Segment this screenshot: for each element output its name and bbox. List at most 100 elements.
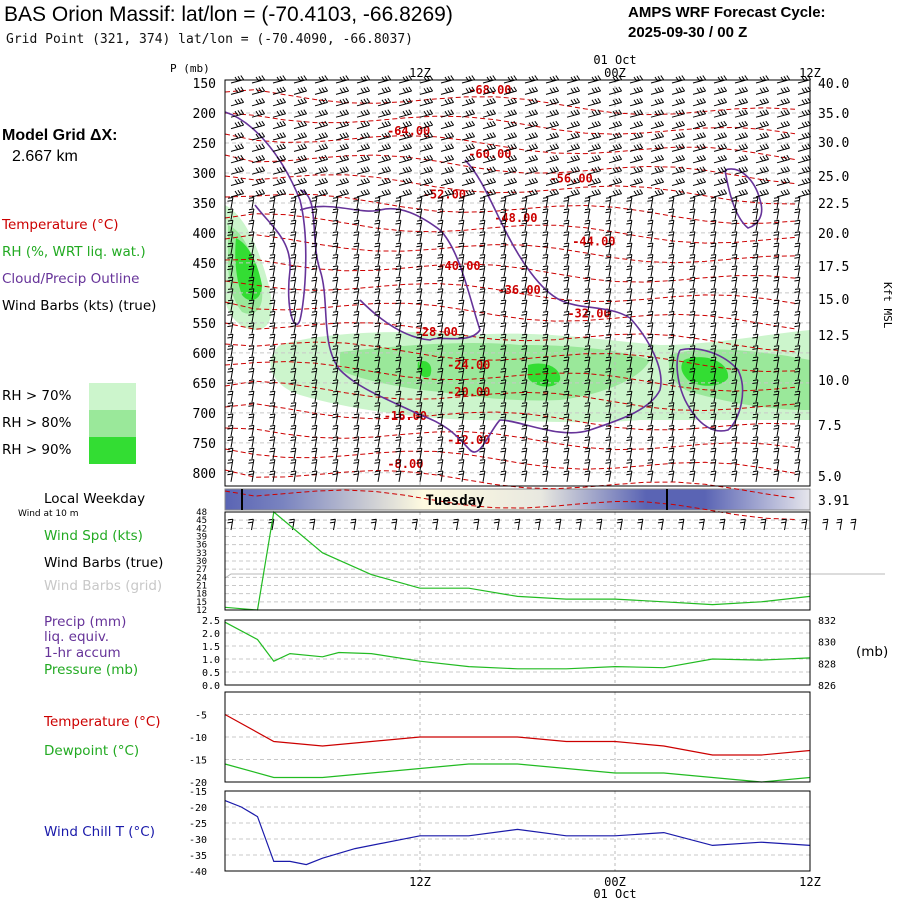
- wind-barb: [416, 402, 423, 414]
- wind-barb: [503, 132, 518, 141]
- wind-barb: [458, 265, 465, 277]
- wind-barb: [605, 447, 612, 460]
- wind-barb: [521, 356, 528, 368]
- wind-barb: [269, 265, 276, 277]
- wind-barb: [332, 470, 339, 482]
- wind-barb: [293, 86, 308, 95]
- wind-barb: [500, 390, 507, 403]
- kft-tick-label: 20.0: [818, 227, 849, 242]
- precip-tick: 1.0: [202, 655, 220, 666]
- wind-barb: [458, 345, 465, 357]
- label-wind-chill: Wind Chill T (°C): [44, 824, 155, 840]
- wind-barb: [353, 254, 360, 266]
- wind-barb: [377, 98, 392, 107]
- wind-barb: [290, 436, 297, 448]
- wind-barb: [563, 288, 570, 300]
- wind-barb: [773, 379, 780, 391]
- wind-barb: [692, 143, 707, 152]
- wind-barb: [710, 254, 717, 266]
- wind-barb: [332, 254, 339, 266]
- wind-barb: [500, 310, 507, 323]
- wind-barb: [353, 424, 360, 437]
- wind-barb: [293, 75, 308, 84]
- wind-barb: [710, 459, 717, 471]
- wind-barb: [710, 242, 717, 254]
- isotherm-label: -40.00: [437, 259, 480, 273]
- bottom-time-label: 12Z: [409, 875, 431, 889]
- wind-barb: [584, 413, 591, 425]
- wind-barb: [794, 333, 801, 346]
- wind-barb: [605, 345, 612, 357]
- wind-barb: [668, 379, 675, 391]
- wind-barb: [692, 189, 707, 198]
- wind-barb: [563, 345, 570, 357]
- wind-barb: [521, 413, 528, 425]
- wind-barb: [521, 288, 528, 300]
- pressure-tick-label: 250: [193, 137, 216, 152]
- wind-barb: [335, 120, 350, 130]
- surface-wind-barb: [719, 518, 726, 531]
- wind-barb: [395, 333, 402, 346]
- wind-barb: [248, 447, 255, 460]
- wind-barb: [500, 356, 507, 368]
- wind-barb: [479, 459, 486, 471]
- wind-barb: [689, 322, 696, 334]
- wind-barb: [419, 189, 434, 198]
- wind-barb: [521, 299, 528, 311]
- wind-barb: [230, 177, 245, 186]
- wind-barb: [773, 254, 780, 266]
- wind-barb: [395, 197, 402, 209]
- wind-barb: [731, 288, 738, 300]
- wind-barb: [311, 390, 318, 403]
- wind-barb: [797, 109, 812, 118]
- wind-barb: [248, 208, 255, 220]
- wind-barb: [290, 402, 297, 414]
- wind-barb: [563, 231, 570, 243]
- wind-barb: [503, 166, 518, 175]
- wind-barb: [773, 197, 780, 209]
- wind-barb: [332, 379, 339, 391]
- wind-barb: [398, 86, 413, 95]
- wind-barb: [335, 75, 350, 84]
- wind-barb: [626, 197, 633, 209]
- kft-tick-label: 30.0: [818, 136, 849, 151]
- wind-barb: [353, 436, 360, 448]
- wind-barb: [332, 367, 339, 380]
- precip-tick: 2.0: [202, 629, 220, 640]
- wind-barb: [248, 254, 255, 266]
- wind-barb: [248, 310, 255, 323]
- surface-wind-barb: [780, 518, 787, 531]
- wind-barb: [311, 333, 318, 346]
- wind-barb: [248, 356, 255, 368]
- wind-barb: [419, 109, 434, 118]
- wind-barb: [395, 459, 402, 471]
- wind-barb: [668, 208, 675, 220]
- legend-rh80-label: RH > 80%: [2, 415, 72, 431]
- wind-barb: [776, 132, 791, 141]
- label-dewpoint: Dewpoint (°C): [44, 743, 140, 759]
- wind-barb: [353, 345, 360, 357]
- wind-barb: [479, 424, 486, 437]
- wind-barb: [605, 299, 612, 311]
- wind-barb: [374, 367, 381, 380]
- wind-barb: [521, 470, 528, 482]
- wind-barb: [479, 436, 486, 448]
- wind-barb: [353, 447, 360, 460]
- wind-barb: [356, 132, 371, 141]
- wind-barb: [710, 219, 717, 232]
- wind-barb: [731, 197, 738, 209]
- wind-barb: [440, 120, 455, 130]
- wind-barb: [752, 322, 759, 334]
- wind-barb: [584, 447, 591, 460]
- wind-barb: [437, 197, 444, 209]
- wind-barb: [269, 219, 276, 232]
- surface-wind-barb: [534, 518, 541, 531]
- wind-barb: [416, 242, 423, 254]
- wind-barb: [689, 470, 696, 482]
- pressure-tick-label: 300: [193, 167, 216, 182]
- wind-barb: [482, 143, 497, 152]
- surface-wind-barb: [473, 518, 480, 531]
- wind-barb: [752, 447, 759, 460]
- wind-barb: [395, 367, 402, 380]
- wind-barb: [734, 177, 749, 186]
